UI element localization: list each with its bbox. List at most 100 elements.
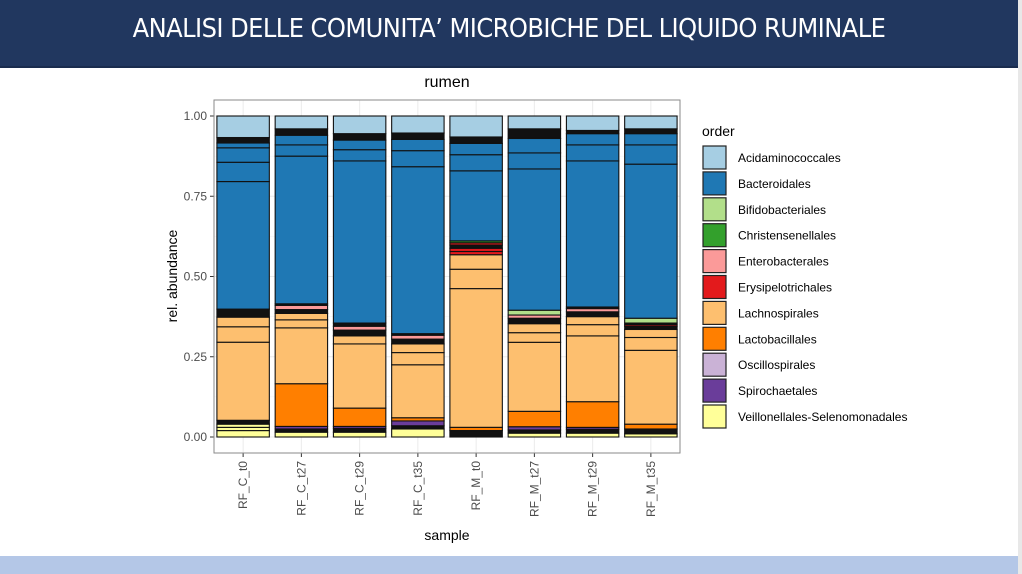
legend-item: Enterobacterales [702, 249, 829, 274]
bar-segment-acidaminococcales [449, 115, 503, 138]
bar-segment-lachnospirales [332, 335, 387, 345]
legend-swatch [702, 274, 727, 300]
slide-footer-bar [0, 556, 1018, 574]
bar-segment-bacteroidales [274, 144, 329, 157]
x-tick-label: RF_C_t29 [353, 461, 367, 516]
bar-segment-bacteroidales [565, 144, 620, 162]
bar-segment-acidaminococcales [274, 115, 329, 130]
bar-segment-acidaminococcales [332, 115, 387, 135]
bar-segment-acidaminococcales [391, 115, 445, 134]
bar-segment-bacteroidales [624, 133, 678, 146]
bar-segment-veillonellales-selenomonadales [274, 431, 329, 438]
bar-segment-lachnospirales [565, 324, 620, 337]
bar-segment-bacteroidales [507, 168, 562, 311]
bar-segment-other [624, 128, 678, 135]
x-tick-label: RF_C_t0 [236, 461, 250, 509]
bar-segment-other [624, 428, 678, 435]
bar-segment-lachnospirales [449, 268, 503, 290]
bar-segment-lachnospirales [274, 319, 329, 329]
bar-segment-lactobacillales [507, 410, 562, 428]
legend-label: Christensenellales [738, 229, 836, 243]
x-tick-label: RF_M_t0 [469, 461, 483, 511]
bar-segment-lachnospirales [274, 312, 329, 321]
bar-segment-lachnospirales [391, 343, 445, 354]
bar-segment-other [216, 136, 270, 144]
bar-segment-acidaminococcales [216, 115, 270, 139]
bar-segment-other [507, 317, 562, 325]
bar-segment-bacteroidales [216, 147, 270, 163]
bar-segment-bacteroidales [391, 138, 445, 152]
slide-title: ANALISI DELLE COMUNITA’ MICROBICHE DEL L… [132, 14, 886, 44]
bar-segment-bacteroidales [449, 170, 503, 242]
bar-segment-enterobacterales [332, 325, 387, 331]
bar-segment-bacteroidales [332, 160, 387, 324]
bar-segment-lachnospirales [507, 332, 562, 343]
legend-label: Lachnospirales [738, 306, 819, 320]
x-tick-label: RF_M_t29 [586, 461, 600, 517]
bar-segment-other [391, 338, 445, 345]
bar-segment-other [449, 429, 503, 438]
legend-swatch [702, 300, 727, 325]
y-tick-label: 0.50 [184, 270, 208, 284]
x-tick-label: RF_C_t35 [411, 461, 425, 516]
legend-swatch [702, 404, 727, 429]
bar-segment-bacteroidales [274, 155, 329, 305]
bar-segment-bacteroidales [216, 161, 270, 183]
bar-segment-other [274, 309, 329, 314]
bar-segment-bifidobacteriales [507, 309, 562, 316]
bar-segment-acidaminococcales [507, 115, 562, 130]
slide-edge [1018, 0, 1022, 574]
bar-segment-bacteroidales [507, 152, 562, 170]
bar-segment-other [216, 308, 270, 318]
legend-swatch [702, 352, 727, 377]
legend-item: Erysipelotrichales [702, 274, 832, 300]
legend-item: Lactobacillales [702, 326, 817, 351]
bar-segment-other [565, 311, 620, 318]
bar-segment-bacteroidales [391, 166, 445, 335]
legend-item: Bifidobacteriales [702, 197, 826, 222]
y-axis-title: rel. abundance [164, 229, 180, 322]
chart-title: rumen [424, 74, 469, 91]
legend-swatch [702, 378, 727, 403]
bar-segment-lachnospirales [449, 288, 503, 428]
bar-segment-veillonellales-selenomonadales [565, 432, 620, 438]
bar-segment-other [391, 132, 445, 140]
bar-RF_C_t27 [274, 115, 329, 438]
legend-label: Bacteroidales [738, 177, 811, 191]
legend-label: Oscillospirales [738, 358, 815, 372]
bar-segment-lachnospirales [624, 328, 678, 339]
bar-RF_C_t0 [216, 115, 270, 438]
bar-segment-other [332, 427, 387, 433]
bar-segment-lachnospirales [216, 316, 270, 328]
bar-segment-veillonellales-selenomonadales [391, 428, 445, 438]
bar-segment-lachnospirales [624, 349, 678, 425]
legend-swatch [702, 145, 727, 170]
bar-segment-bacteroidales [274, 134, 329, 146]
legend-label: Erysipelotrichales [738, 281, 832, 295]
x-tick-label: RF_C_t27 [294, 461, 308, 516]
bar-segment-other [216, 419, 270, 425]
bar-segment-bacteroidales [449, 142, 503, 156]
legend-item: Spirochaetales [702, 378, 817, 403]
bar-segment-lachnospirales [274, 327, 329, 385]
legend-item: Oscillospirales [702, 352, 815, 377]
bar-segment-spirochaetales [391, 420, 445, 427]
legend-swatch [702, 326, 727, 351]
bar-RF_C_t29 [332, 115, 387, 438]
x-tick-label: RF_M_t27 [527, 461, 541, 517]
bar-segment-bifidobacteriales [624, 317, 678, 324]
bar-segment-other [274, 128, 329, 136]
bar-segment-other [449, 136, 503, 144]
bar-segment-bacteroidales [507, 137, 562, 154]
x-axis-title: sample [424, 527, 469, 543]
legend-label: Spirochaetales [738, 384, 817, 398]
y-tick-label: 0.00 [184, 430, 208, 444]
bar-segment-lachnospirales [332, 343, 387, 409]
bar-segment-bacteroidales [624, 163, 678, 319]
bar-segment-bacteroidales [216, 142, 270, 149]
panel-border [213, 99, 681, 454]
y-tick-label: 1.00 [184, 109, 208, 123]
legend-swatch [702, 249, 727, 274]
bar-segment-lactobacillales [624, 423, 678, 430]
